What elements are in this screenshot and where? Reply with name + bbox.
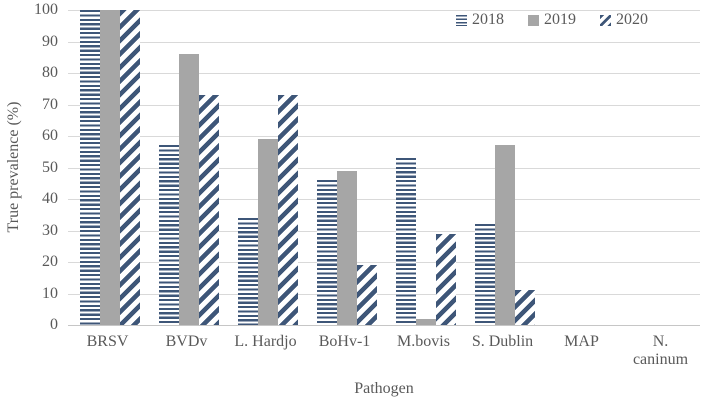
x-category-label-BRSV: BRSV	[86, 333, 129, 350]
gridline-90	[68, 41, 700, 43]
x-category-label-BVDv: BVDv	[165, 333, 208, 350]
x-axis-line	[68, 325, 700, 326]
bar-2020-M.bovis	[436, 233, 456, 325]
legend-label-2020: 2020	[616, 11, 648, 28]
bar-2019-BVDv	[179, 54, 199, 325]
gridline-40	[68, 199, 700, 200]
gridline-80	[68, 73, 700, 74]
bar-2018-L. Hardjo	[238, 217, 258, 325]
y-tick-label-10: 10	[42, 284, 58, 302]
bar-2019-S. Dublin	[495, 145, 515, 325]
bar-2018-BRSV	[80, 10, 100, 325]
gridline-30	[68, 230, 700, 232]
gridline-70	[68, 104, 700, 106]
gridline-100	[68, 10, 700, 11]
legend-swatch-2018-icon	[456, 14, 467, 26]
x-category-label-S. Dublin: S. Dublin	[471, 333, 534, 350]
y-tick-label-30: 30	[42, 221, 58, 239]
x-axis-title: Pathogen	[354, 380, 414, 397]
bar-2018-M.bovis	[396, 158, 416, 325]
gridline-20	[68, 262, 700, 263]
legend: 2018 2019 2020	[456, 11, 648, 29]
gridline-10	[68, 293, 700, 295]
x-category-label-M.bovis: M.bovis	[397, 333, 450, 350]
x-category-label-MAP: MAP	[564, 333, 599, 350]
gridline-50	[68, 167, 700, 169]
x-category-label-L. Hardjo: L. Hardjo	[234, 333, 297, 350]
y-tick-label-100: 100	[34, 1, 58, 18]
legend-item-2018: 2018	[456, 11, 504, 29]
legend-swatch-2019-icon	[528, 14, 539, 26]
bar-2018-BoHv-1	[317, 180, 337, 325]
gridline-60	[68, 136, 700, 137]
legend-item-2019: 2019	[528, 11, 576, 29]
y-tick-label-80: 80	[42, 64, 58, 81]
y-tick-label-60: 60	[42, 127, 58, 144]
bar-2018-BVDv	[159, 145, 179, 325]
bar-2020-L. Hardjo	[278, 95, 298, 325]
y-tick-label-40: 40	[42, 190, 58, 207]
x-category-label-N. caninum: N. caninum	[632, 333, 689, 368]
y-tick-label-70: 70	[42, 95, 58, 113]
legend-swatch-2020-icon	[600, 14, 611, 26]
plot-area	[68, 10, 700, 326]
bar-2019-BRSV	[100, 10, 120, 325]
legend-item-2020: 2020	[600, 11, 648, 29]
y-tick-label-0: 0	[50, 316, 58, 333]
bar-2020-BRSV	[120, 10, 140, 325]
x-category-label-BoHv-1: BoHv-1	[318, 333, 371, 350]
y-tick-label-50: 50	[42, 158, 58, 176]
bar-2020-BoHv-1	[357, 265, 377, 325]
legend-label-2019: 2019	[544, 11, 576, 28]
y-tick-label-90: 90	[42, 32, 58, 50]
y-tick-label-20: 20	[42, 253, 58, 270]
bar-2019-L. Hardjo	[258, 139, 278, 325]
legend-label-2018: 2018	[472, 11, 504, 28]
bar-2020-BVDv	[199, 95, 219, 325]
bar-2019-M.bovis	[416, 318, 436, 325]
bar-2019-BoHv-1	[337, 170, 357, 325]
bar-2020-S. Dublin	[515, 290, 535, 325]
bar-2018-S. Dublin	[475, 224, 495, 325]
